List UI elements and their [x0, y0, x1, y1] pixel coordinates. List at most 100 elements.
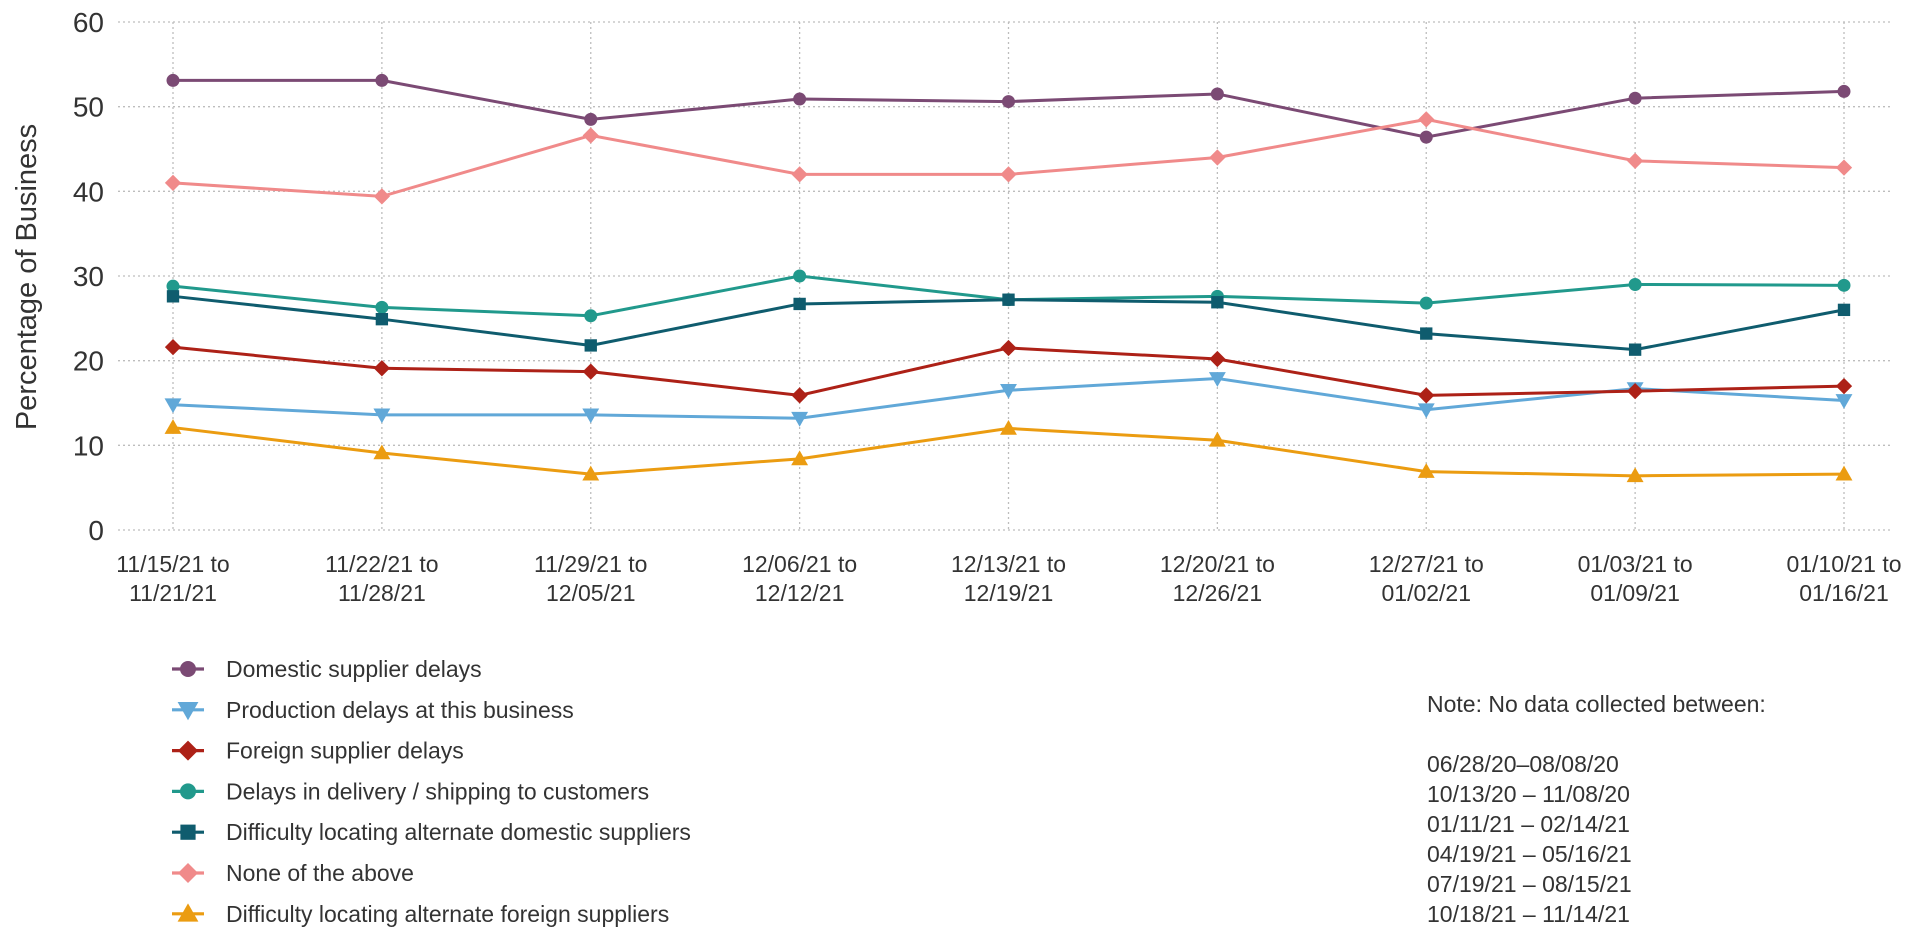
data-point	[1418, 111, 1435, 128]
x-tick-line: 12/13/21 to	[951, 551, 1066, 577]
legend-item: Production delays at this business	[172, 697, 574, 723]
legend-item: Foreign supplier delays	[172, 738, 464, 764]
legend-marker	[178, 740, 198, 761]
x-tick-line: 11/15/21 to	[116, 551, 229, 577]
data-point	[1210, 87, 1224, 101]
x-tick-line: 11/29/21 to	[534, 551, 647, 577]
data-point	[793, 92, 807, 106]
data-point	[375, 73, 389, 87]
x-tick-line: 12/12/21	[755, 580, 845, 606]
data-point	[793, 269, 807, 283]
data-point	[373, 360, 390, 377]
note-range: 07/19/21 – 08/15/21	[1427, 871, 1632, 897]
x-tick-line: 11/28/21	[338, 580, 426, 606]
data-point	[1837, 278, 1851, 292]
x-tick-label: 12/20/21 to 12/26/21	[1160, 551, 1275, 606]
x-tick-line: 12/19/21	[964, 580, 1054, 606]
data-point	[1000, 383, 1017, 399]
legend-marker	[177, 702, 199, 721]
data-point	[791, 166, 808, 183]
data-point	[582, 363, 599, 380]
x-tick-line: 01/16/21	[1799, 580, 1889, 606]
data-point	[584, 309, 598, 323]
x-tick-label: 01/03/21 to 01/09/21	[1578, 551, 1693, 606]
legend-label: Production delays at this business	[226, 697, 574, 723]
legend-label: None of the above	[226, 860, 414, 886]
data-point	[1000, 419, 1017, 435]
data-point	[1418, 387, 1435, 404]
legend-item: Difficulty locating alternate foreign su…	[172, 901, 669, 927]
x-tick-label: 11/15/21 to 11/21/21	[116, 551, 229, 606]
y-axis-label: Percentage of Business	[11, 124, 43, 430]
data-point	[375, 313, 389, 326]
grid	[118, 21, 1890, 531]
legend: Domestic supplier delays Production delay…	[172, 656, 691, 927]
legend-item: None of the above	[172, 860, 414, 886]
legend-item: Difficulty locating alternate domestic s…	[172, 819, 691, 845]
series-2	[164, 338, 1853, 404]
note-title: Note: No data collected between:	[1427, 691, 1766, 717]
x-tick-line: 11/22/21 to	[325, 551, 438, 577]
x-tick-line: 01/10/21 to	[1786, 551, 1901, 577]
data-point	[584, 339, 597, 352]
legend-marker	[178, 863, 198, 883]
data-point	[793, 297, 806, 311]
data-point	[1837, 303, 1851, 317]
x-tick-label: 11/29/21 to 12/05/21	[534, 551, 647, 606]
x-tick-line: 12/27/21 to	[1369, 551, 1484, 577]
data-point	[164, 398, 182, 414]
data-point	[1419, 130, 1433, 144]
y-tick-label: 10	[73, 430, 104, 461]
series-6	[164, 419, 1853, 483]
data-point	[1420, 327, 1433, 340]
data-point	[373, 188, 390, 205]
legend-marker	[180, 824, 196, 840]
data-point	[164, 338, 182, 356]
x-tick-label: 12/06/21 to 12/12/21	[742, 551, 857, 606]
note-range: 04/19/21 – 05/16/21	[1427, 841, 1632, 867]
data-point	[1417, 403, 1435, 419]
data-point	[166, 290, 180, 303]
x-tick-line: 12/20/21 to	[1160, 551, 1275, 577]
data-point	[164, 174, 182, 191]
y-axis: Percentage of Business 0 10 20 30 40 50 60	[11, 7, 104, 546]
x-tick-label: 12/13/21 to 12/19/21	[951, 551, 1066, 606]
y-tick-label: 50	[73, 92, 104, 123]
data-point	[1835, 377, 1853, 395]
series-5	[164, 111, 1853, 205]
x-tick-label: 01/10/21 to 01/16/21	[1786, 551, 1901, 606]
data-point	[582, 408, 600, 424]
x-tick-line: 12/06/21 to	[742, 551, 857, 577]
data-point	[373, 444, 391, 460]
data-point	[1837, 84, 1851, 98]
data-point	[1419, 296, 1433, 310]
data-point	[375, 300, 389, 314]
data-point	[1209, 350, 1226, 368]
series	[164, 73, 1853, 483]
series-4	[166, 290, 1851, 356]
legend-marker	[180, 783, 196, 800]
data-point	[1628, 277, 1642, 291]
data-point	[1835, 394, 1853, 409]
note-range: 10/18/21 – 11/14/21	[1427, 901, 1630, 927]
x-tick-line: 11/21/21	[129, 580, 217, 606]
data-point	[582, 465, 600, 481]
note: Note: No data collected between: 06/28/2…	[1427, 691, 1766, 927]
data-point	[791, 387, 808, 404]
data-point	[584, 112, 598, 126]
data-point	[166, 73, 180, 87]
series-1	[164, 372, 1853, 427]
data-point	[1627, 383, 1644, 400]
data-point	[373, 408, 391, 424]
data-point	[1209, 149, 1226, 166]
data-point	[1208, 431, 1226, 447]
data-point	[1626, 467, 1644, 483]
data-point	[1835, 159, 1853, 176]
legend-marker	[180, 661, 196, 677]
x-tick-line: 12/05/21	[546, 580, 636, 606]
x-tick-label: 11/22/21 to 11/28/21	[325, 551, 438, 606]
note-range: 06/28/20–08/08/20	[1427, 751, 1619, 777]
data-point	[1417, 463, 1435, 478]
